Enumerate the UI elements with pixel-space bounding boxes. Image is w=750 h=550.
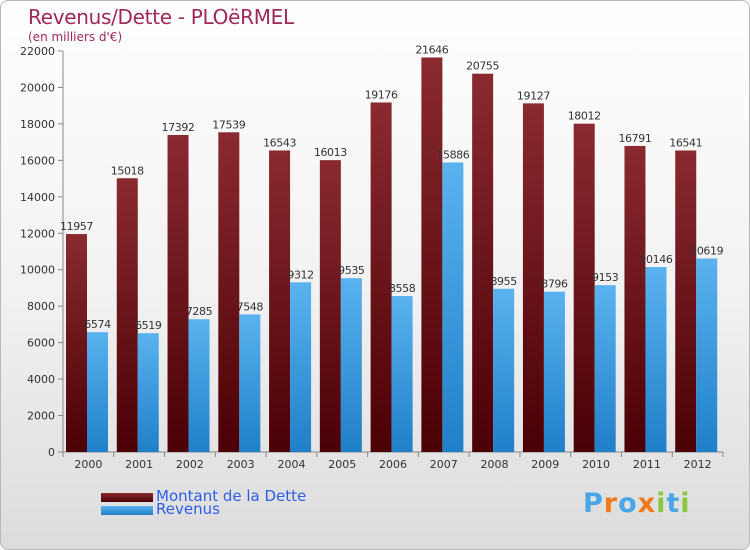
data-label-dette: 19127 xyxy=(517,89,550,102)
bar-dette xyxy=(116,178,138,452)
bar-dette xyxy=(675,150,697,452)
data-label-revenus: 10619 xyxy=(690,244,723,257)
x-tick-label: 2000 xyxy=(74,458,102,471)
bar-dette xyxy=(573,123,595,452)
bar-revenus xyxy=(290,282,312,452)
logo-letter: r xyxy=(603,488,619,519)
data-label-dette: 17392 xyxy=(162,121,195,134)
data-label-revenus: 9153 xyxy=(592,271,619,284)
bar-revenus xyxy=(493,288,515,452)
logo-letter: i xyxy=(680,488,691,519)
x-tick-label: 2005 xyxy=(328,458,356,471)
bar-dette xyxy=(167,134,189,452)
logo-letter: P xyxy=(583,488,604,519)
x-tick-label: 2012 xyxy=(684,458,712,471)
bar-revenus xyxy=(239,314,261,452)
data-label-dette: 16543 xyxy=(263,136,296,149)
data-label-dette: 18012 xyxy=(568,110,601,123)
bar-revenus xyxy=(594,285,616,452)
bar-revenus xyxy=(188,319,210,452)
legend-swatch-dette xyxy=(101,493,153,502)
data-label-dette: 16541 xyxy=(669,137,702,150)
bar-dette xyxy=(66,234,87,452)
y-tick-label: 0 xyxy=(48,446,55,459)
data-label-revenus: 8955 xyxy=(490,275,517,288)
y-tick-label: 16000 xyxy=(20,154,55,167)
x-tick-label: 2007 xyxy=(430,458,458,471)
x-tick-label: 2010 xyxy=(582,458,610,471)
bar-revenus xyxy=(645,267,667,452)
x-tick-label: 2006 xyxy=(379,458,407,471)
data-label-dette: 21646 xyxy=(415,43,448,56)
x-tick-label: 2003 xyxy=(227,458,255,471)
data-label-revenus: 8796 xyxy=(541,278,568,291)
data-label-revenus: 8558 xyxy=(389,282,416,295)
y-tick-label: 14000 xyxy=(20,191,55,204)
data-label-dette: 19176 xyxy=(365,88,398,101)
bar-dette xyxy=(522,103,544,453)
data-label-dette: 16791 xyxy=(618,132,651,145)
y-tick-label: 4000 xyxy=(27,373,55,386)
x-tick-label: 2011 xyxy=(633,458,661,471)
data-label-revenus: 9535 xyxy=(338,264,365,277)
logo-letter: i xyxy=(656,488,667,519)
data-label-revenus: 7548 xyxy=(237,300,264,313)
bar-dette xyxy=(319,160,341,452)
data-label-dette: 20755 xyxy=(466,60,499,73)
y-tick-label: 8000 xyxy=(27,300,55,313)
data-label-revenus: 15886 xyxy=(436,148,469,161)
proxiti-logo: Proxiti xyxy=(583,488,691,519)
bar-revenus xyxy=(696,258,718,452)
legend-label-dette: Montant de la Dette xyxy=(156,487,307,505)
x-tick-label: 2009 xyxy=(531,458,559,471)
chart-title: Revenus/Dette - PLOëRMEL xyxy=(28,5,294,29)
y-tick-label: 22000 xyxy=(20,45,55,58)
bar-revenus xyxy=(391,296,413,452)
chart-subtitle: (en milliers d'€) xyxy=(28,30,123,44)
data-label-dette: 16013 xyxy=(314,146,347,159)
bar-dette xyxy=(218,132,240,452)
y-tick-label: 12000 xyxy=(20,227,55,240)
data-label-revenus: 6574 xyxy=(84,318,111,331)
data-label-dette: 17539 xyxy=(212,118,245,131)
bar-revenus xyxy=(340,278,362,452)
data-label-dette: 15018 xyxy=(111,164,144,177)
bar-revenus xyxy=(543,291,565,452)
logo-letter: x xyxy=(637,488,657,519)
bar-revenus xyxy=(442,162,464,453)
y-tick-label: 6000 xyxy=(27,337,55,350)
x-tick-label: 2008 xyxy=(481,458,509,471)
bar-dette xyxy=(370,102,392,452)
x-tick-label: 2002 xyxy=(176,458,204,471)
legend-label-revenus: Revenus xyxy=(156,500,220,518)
data-label-revenus: 9312 xyxy=(287,268,313,281)
y-tick-label: 10000 xyxy=(20,264,55,277)
x-tick-label: 2001 xyxy=(125,458,153,471)
data-label-revenus: 6519 xyxy=(135,319,162,332)
y-tick-label: 18000 xyxy=(20,118,55,131)
data-label-revenus: 7285 xyxy=(186,305,213,318)
data-label-dette: 11957 xyxy=(60,220,93,233)
bar-revenus xyxy=(87,332,108,452)
x-tick-label: 2004 xyxy=(277,458,305,471)
y-tick-label: 20000 xyxy=(20,81,55,94)
bar-dette xyxy=(269,150,291,452)
bar-dette xyxy=(624,145,646,452)
y-tick-label: 2000 xyxy=(27,410,55,423)
legend-swatch-revenus xyxy=(101,506,153,515)
bar-dette xyxy=(421,57,443,452)
bar-dette xyxy=(472,73,494,452)
logo-letter: t xyxy=(666,488,681,519)
bar-revenus xyxy=(137,333,159,452)
data-label-revenus: 10146 xyxy=(639,253,672,266)
logo-letter: o xyxy=(618,488,638,519)
